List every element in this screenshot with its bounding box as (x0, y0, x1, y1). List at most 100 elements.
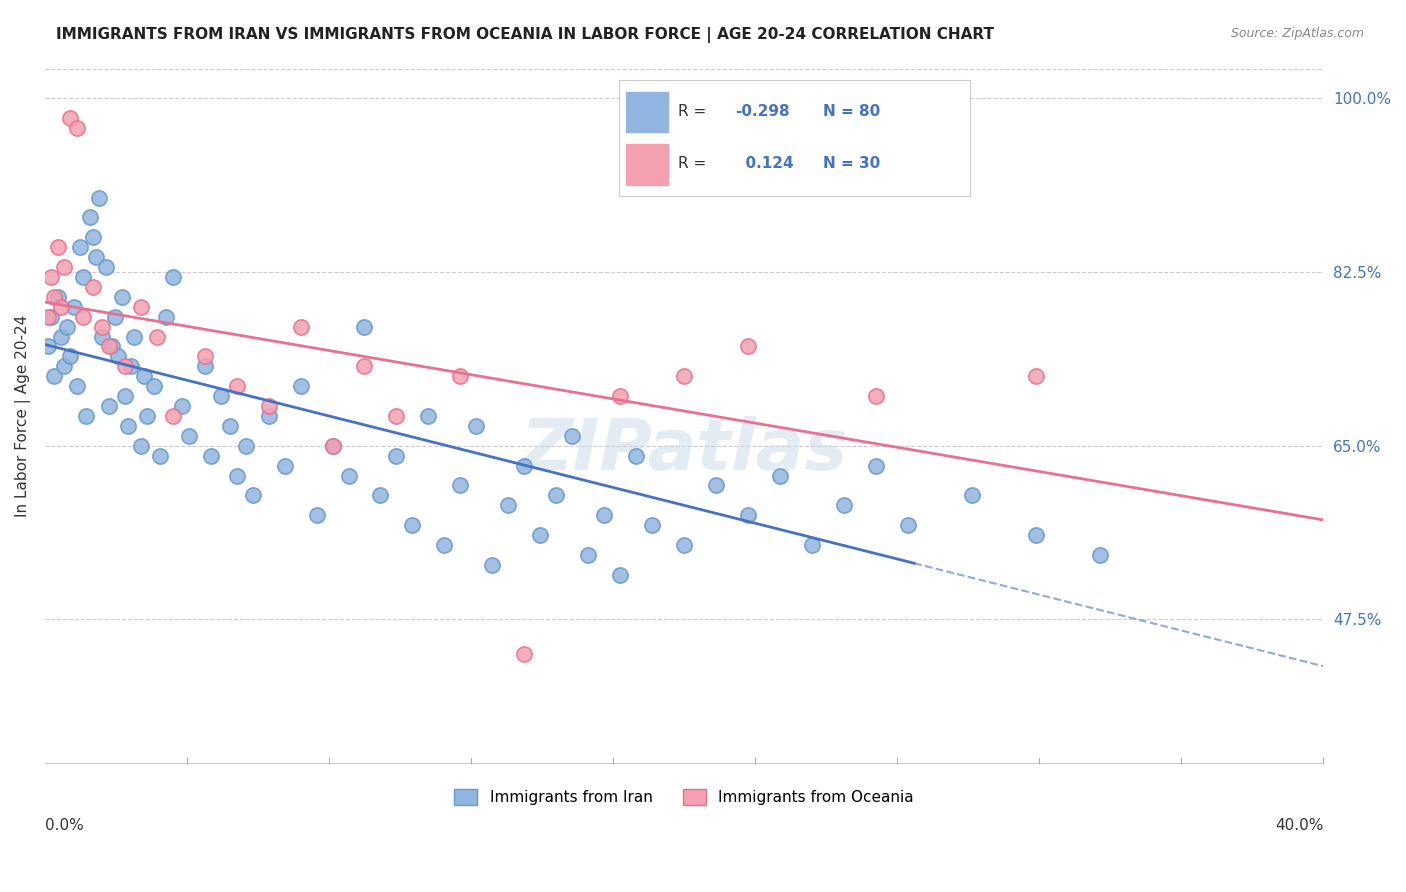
Point (72, 270, 94, 285)
Point (82, 230, 104, 244)
Text: 0.124: 0.124 (734, 156, 793, 171)
Point (194, 359, 217, 374)
Point (449, 369, 471, 384)
Point (576, 548, 599, 562)
Point (114, 389, 136, 403)
Point (225, 379, 247, 393)
Point (49, 300, 72, 314)
Point (1025, 528, 1047, 542)
Point (305, 508, 328, 523)
Bar (626, 92, 668, 132)
Point (39, 270, 62, 285)
Point (200, 449, 222, 463)
Point (449, 478, 471, 492)
Point (177, 429, 200, 443)
Point (142, 379, 165, 393)
Point (800, 538, 823, 552)
Text: N = 80: N = 80 (823, 104, 880, 120)
Point (225, 468, 247, 483)
Point (39, 310, 62, 324)
Point (370, 488, 392, 502)
Point (704, 478, 727, 492)
Point (114, 359, 136, 374)
Point (97, 339, 120, 353)
Point (145, 329, 167, 343)
Point (235, 439, 257, 453)
Point (769, 468, 792, 483)
Point (46, 290, 69, 304)
Point (673, 538, 696, 552)
Point (498, 499, 520, 513)
Point (132, 369, 155, 384)
Point (72, 310, 94, 324)
Point (513, 647, 536, 661)
Point (84, 250, 107, 264)
Point (209, 389, 232, 403)
Text: 0.0%: 0.0% (45, 818, 83, 833)
Point (155, 310, 177, 324)
Point (162, 270, 184, 285)
Point (561, 429, 583, 443)
Point (865, 458, 887, 473)
Point (401, 518, 423, 533)
Point (353, 319, 375, 334)
Point (110, 290, 132, 304)
Point (465, 418, 488, 433)
Point (624, 449, 647, 463)
Point (529, 528, 551, 542)
Point (865, 389, 887, 403)
Point (257, 409, 280, 423)
Point (322, 439, 344, 453)
Point (53, 260, 76, 274)
Text: 40.0%: 40.0% (1275, 818, 1323, 833)
Text: R =: R = (678, 104, 711, 120)
Point (337, 468, 360, 483)
Point (117, 418, 139, 433)
Point (418, 409, 440, 423)
Point (66, 121, 89, 136)
Point (37, 339, 59, 353)
Y-axis label: In Labor Force | Age 20-24: In Labor Force | Age 20-24 (15, 315, 31, 517)
Point (194, 350, 217, 364)
Point (162, 409, 184, 423)
Point (69, 240, 91, 254)
Point (59, 350, 82, 364)
Point (136, 409, 159, 423)
Point (120, 359, 142, 374)
Point (62, 300, 84, 314)
Point (104, 310, 127, 324)
Point (46, 240, 69, 254)
Point (44, 369, 66, 384)
Point (290, 319, 312, 334)
Point (79, 211, 101, 225)
Point (56, 319, 79, 334)
Text: Source: ZipAtlas.com: Source: ZipAtlas.com (1230, 27, 1364, 40)
Point (91, 319, 114, 334)
Point (172, 399, 194, 413)
Point (53, 359, 76, 374)
Point (59, 111, 82, 125)
Point (75, 409, 97, 423)
Point (1088, 548, 1111, 562)
Point (89, 190, 111, 204)
Text: R =: R = (678, 156, 711, 171)
Point (82, 280, 104, 294)
Point (513, 458, 536, 473)
Point (37, 310, 59, 324)
Text: ZIPatlas: ZIPatlas (520, 417, 848, 485)
Point (66, 379, 89, 393)
Text: -0.298: -0.298 (734, 104, 789, 120)
Legend: Immigrants from Iran, Immigrants from Oceania: Immigrants from Iran, Immigrants from Oc… (449, 783, 920, 812)
Point (49, 329, 72, 343)
Point (641, 518, 664, 533)
Point (257, 399, 280, 413)
Point (44, 290, 66, 304)
Point (609, 389, 631, 403)
Point (129, 439, 152, 453)
Point (107, 350, 129, 364)
Point (737, 339, 759, 353)
Point (219, 418, 242, 433)
Point (242, 488, 264, 502)
Text: N = 30: N = 30 (823, 156, 880, 171)
Point (960, 488, 983, 502)
